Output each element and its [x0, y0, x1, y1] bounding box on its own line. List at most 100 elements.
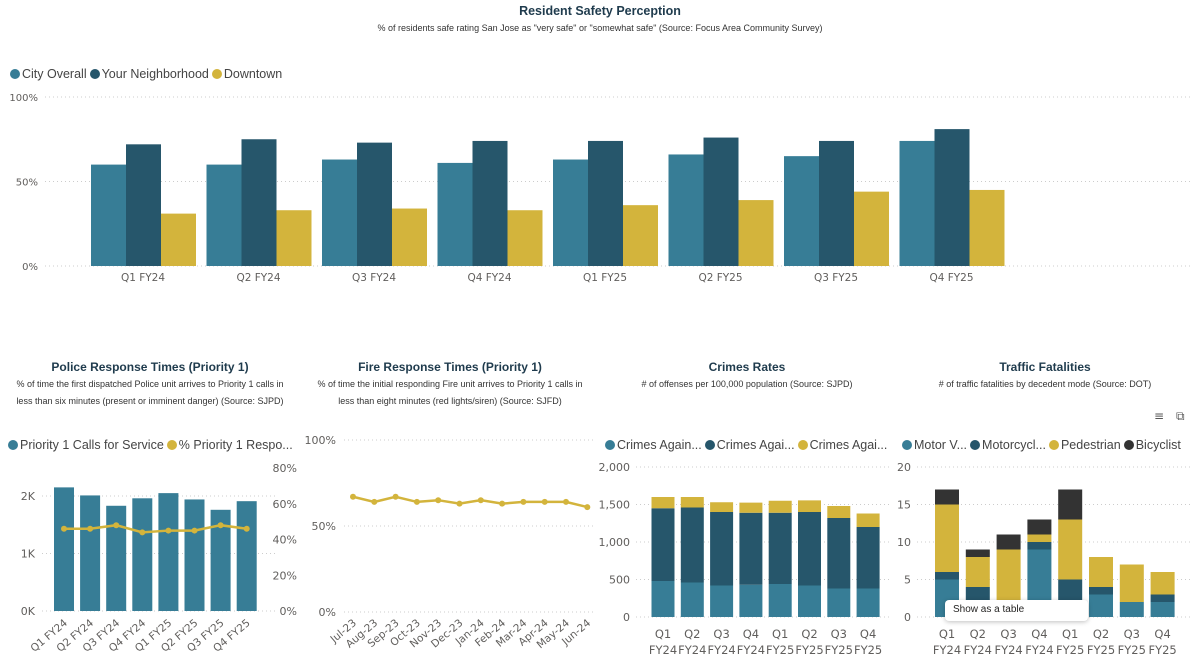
bar-your-neighborhood: [703, 137, 739, 266]
x-tick-label: FY25: [795, 643, 823, 657]
legend-dot-icon: [902, 440, 912, 450]
legend-crimes-3[interactable]: Crimes Agai...: [797, 438, 887, 452]
y2-tick-label: 80%: [273, 462, 297, 475]
x-tick-label: Q3: [1124, 627, 1140, 641]
legend-percent[interactable]: % Priority 1 Respo...: [166, 438, 293, 452]
x-tick-label: FY24: [994, 643, 1022, 657]
bar-segment-motorv: [1150, 602, 1175, 617]
point-fire-response: [520, 498, 527, 505]
bar-city-overall: [206, 164, 242, 266]
bar-segment-pedestrian: [1027, 534, 1052, 542]
legend-label: Pedestrian: [1060, 438, 1121, 452]
legend-label: Motorcycl...: [982, 438, 1046, 452]
y2-tick-label: 20%: [273, 569, 297, 582]
safety-title: Resident Safety Perception: [519, 4, 681, 18]
y-tick-label: 1,500: [599, 499, 631, 512]
x-tick-label: Q3 FY24: [352, 272, 396, 284]
police-legend: Priority 1 Calls for Service % Priority …: [8, 438, 296, 452]
traffic-chart: 0 5 10 15 20 Q1 FY24 Q2 FY24 Q3 FY24 Q4 FY24 Q1 FY25 Q2…: [897, 461, 1190, 657]
legend-dot-icon: [1123, 440, 1134, 450]
bar-city-overall: [91, 164, 126, 266]
bar-segment-crimesagai: [710, 502, 734, 512]
point-percent-response: [165, 527, 172, 534]
x-tick-label: Q2 FY24: [236, 272, 280, 284]
x-tick-label: Q3: [713, 627, 729, 641]
bar-segment-bicyclist: [996, 534, 1021, 550]
bar-downtown: [276, 210, 312, 266]
bar-segment-crimesagai: [651, 497, 675, 509]
bar-segment-crimesagai: [739, 512, 763, 585]
y-tick-label: 50%: [16, 178, 38, 189]
legend-crimes-2[interactable]: Crimes Agai...: [704, 438, 795, 452]
bar-downtown: [623, 205, 658, 266]
legend-crimes-1[interactable]: Crimes Again...: [605, 438, 702, 452]
legend-downtown[interactable]: Downtown: [211, 67, 282, 81]
y-tick-label: 2K: [21, 490, 36, 503]
legend-pedestrian[interactable]: Pedestrian: [1048, 438, 1121, 452]
bar-segment-crimesagai: [827, 506, 851, 518]
point-fire-response: [563, 498, 569, 505]
bar-segment-crimesagain: [768, 584, 792, 617]
legend-dot-icon: [704, 440, 715, 450]
crimes-title: Crimes Rates: [708, 360, 786, 374]
y-tick-label: 20: [897, 461, 911, 474]
bar-your-neighborhood: [357, 142, 392, 266]
bar-segment-crimesagai: [680, 497, 704, 508]
bar-segment-pedestrian: [1119, 564, 1144, 602]
legend-motorcyclist[interactable]: Motorcycl...: [970, 438, 1046, 452]
x-tick-label: Q4: [1154, 627, 1170, 641]
x-tick-label: Q2: [801, 627, 817, 641]
show-as-table-tooltip[interactable]: Show as a table: [945, 600, 1088, 621]
bar-segment-motorcycl: [1027, 542, 1052, 550]
legend-dot-icon: [10, 69, 20, 79]
legend-bicyclist[interactable]: Bicyclist: [1123, 438, 1181, 452]
bar-segment-crimesagai: [651, 508, 675, 581]
y-tick-label: 100%: [305, 434, 336, 447]
x-tick-label: FY24: [933, 643, 961, 657]
x-tick-label: Q1 FY24: [121, 272, 165, 284]
y-tick-label: 1K: [21, 548, 36, 561]
point-fire-response: [392, 493, 399, 500]
x-tick-label: Q2 FY25: [698, 272, 742, 284]
x-tick-label: FY25: [854, 643, 882, 657]
y-tick-label: 10: [897, 536, 911, 549]
bar-segment-crimesagai: [768, 500, 792, 513]
safety-chart: 0% 50% 100% Q1 FY24 Q2 FY24 Q3 FY24 Q4 FY24 Q1 …: [9, 93, 1190, 284]
y2-tick-label: 60%: [273, 498, 297, 511]
y-tick-label: 0%: [319, 606, 336, 619]
bar-downtown: [507, 210, 543, 266]
point-fire-response: [435, 497, 442, 504]
bar-segment-crimesagain: [680, 582, 704, 617]
legend-city-overall[interactable]: City Overall: [10, 67, 87, 81]
x-tick-label: FY24: [1025, 643, 1053, 657]
x-tick-label: FY24: [737, 643, 765, 657]
bar-city-overall: [668, 154, 704, 266]
point-fire-response: [499, 500, 506, 507]
bar-segment-motorcycl: [1089, 587, 1113, 595]
traffic-legend: Motor V... Motorcycl... Pedestrian Bicyc…: [902, 438, 1184, 452]
legend-your-neighborhood[interactable]: Your Neighborhood: [89, 67, 209, 81]
bar-city-overall: [437, 162, 473, 266]
point-percent-response: [87, 525, 94, 532]
filter-icon[interactable]: ≡: [1154, 409, 1165, 423]
traffic-title: Traffic Fatalities: [999, 360, 1091, 374]
bar-city-overall: [899, 140, 935, 266]
x-tick-label: Q1: [772, 627, 788, 641]
bar-segment-motorcycl: [1150, 594, 1175, 602]
legend-calls[interactable]: Priority 1 Calls for Service: [8, 438, 164, 452]
bar-downtown: [854, 191, 889, 266]
x-tick-label: FY24: [964, 643, 992, 657]
police-subtitle-line2: less than six minutes (present or immine…: [16, 396, 284, 406]
bar-segment-bicyclist: [1058, 489, 1083, 520]
focus-mode-icon[interactable]: ⧉: [1176, 409, 1185, 423]
point-percent-response: [113, 522, 120, 529]
x-tick-label: Q2: [684, 627, 700, 641]
bar-segment-crimesagain: [827, 588, 851, 617]
legend-label: Priority 1 Calls for Service: [20, 438, 164, 452]
legend-motor-vehicle[interactable]: Motor V...: [902, 438, 967, 452]
bar-segment-pedestrian: [965, 557, 990, 587]
bar-calls-for-service: [132, 498, 153, 611]
legend-dot-icon: [166, 440, 177, 450]
y-tick-label: 50%: [312, 520, 336, 533]
